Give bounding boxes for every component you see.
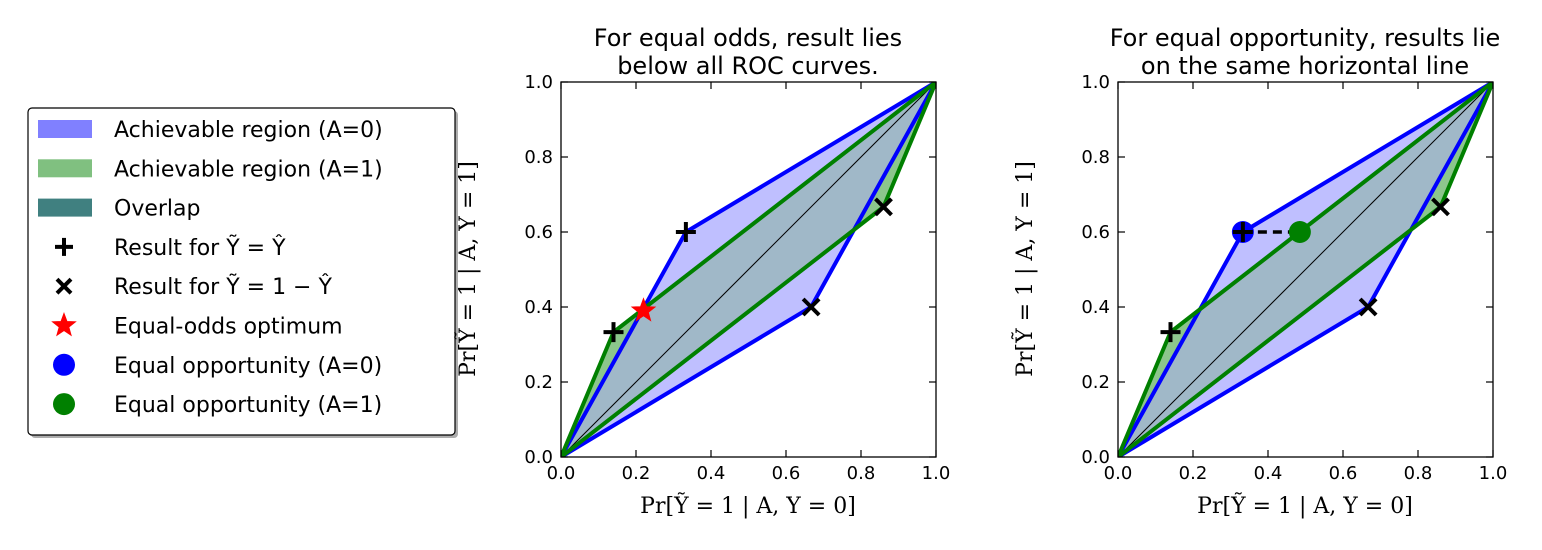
y-tick-label: 1.0	[524, 72, 553, 93]
legend-dot-icon	[53, 353, 75, 376]
legend-cross-icon	[55, 277, 73, 295]
diagonal-line	[561, 82, 936, 457]
y-axis-label: Pr[Ỹ = 1 | A, Y = 1]	[1010, 161, 1038, 377]
x-tick-label: 0.6	[772, 463, 801, 484]
y-tick-label: 0.2	[1081, 372, 1110, 393]
y-tick-label: 0.4	[1081, 297, 1110, 318]
markers	[1160, 197, 1450, 343]
x-tick-label: 0.2	[1179, 463, 1208, 484]
cross-marker	[1431, 197, 1450, 217]
legend-swatch	[38, 120, 92, 138]
diagonal-line	[1118, 82, 1493, 457]
x-axis-label: Pr[Ỹ = 1 | A, Y = 0]	[1197, 491, 1413, 519]
x-tick-label: 0.2	[622, 463, 651, 484]
x-tick-label: 1.0	[1479, 463, 1508, 484]
x-tick-label: 0.6	[1329, 463, 1358, 484]
legend: Achievable region (A=0) Achievable region…	[27, 107, 458, 438]
y-tick-label: 0.0	[524, 447, 553, 468]
panel-equal-odds: For equal odds, result lies below all RO…	[453, 24, 950, 519]
plus-marker	[1160, 322, 1181, 343]
y-tick-label: 0.2	[524, 372, 553, 393]
legend-item: Achievable region (A=1)	[38, 157, 383, 182]
legend-label: Achievable region (A=1)	[114, 157, 383, 182]
x-tick-label: 1.0	[922, 463, 951, 484]
chart-title-line-2: on the same horizontal line	[1141, 52, 1469, 80]
legend-star-icon	[51, 312, 77, 337]
legend-label: Equal-odds optimum	[114, 315, 343, 340]
x-tick-label: 0.0	[1104, 463, 1133, 484]
x-tick-label: 0.4	[1254, 463, 1283, 484]
legend-label: Achievable region (A=0)	[114, 118, 383, 143]
roc-curve-a1	[561, 82, 936, 457]
legend-item: Achievable region (A=0)	[38, 118, 383, 143]
y-tick-label: 0.4	[524, 297, 553, 318]
star-marker	[630, 297, 657, 322]
legend-item: Equal opportunity (A=1)	[53, 393, 382, 418]
plus-marker	[603, 322, 624, 343]
cross-marker	[1358, 297, 1378, 317]
x-tick-label: 0.4	[697, 463, 726, 484]
legend-swatch	[38, 198, 92, 217]
y-tick-label: 0.6	[1081, 222, 1110, 243]
x-tick-label: 0.8	[847, 463, 876, 484]
plus-marker	[1232, 222, 1253, 242]
legend-item: Result for Ỹ = Ŷ	[55, 234, 286, 261]
legend-label: Overlap	[114, 197, 200, 222]
chart-title-line-1: For equal odds, result lies	[594, 24, 902, 52]
roc-curve-a1	[1118, 82, 1493, 457]
legend-item: Equal opportunity (A=0)	[53, 353, 382, 379]
legend-item: Overlap	[38, 197, 200, 222]
x-axis-label: Pr[Ỹ = 1 | A, Y = 0]	[640, 491, 856, 519]
chart-title-line-2: below all ROC curves.	[617, 52, 879, 80]
x-tick-label: 0.0	[547, 463, 576, 484]
y-axis-label: Pr[Ỹ = 1 | A, Y = 1]	[453, 161, 481, 377]
legend-dot-icon	[53, 393, 75, 416]
x-tick-label: 0.8	[1404, 463, 1433, 484]
markers	[603, 197, 893, 343]
legend-label: Result for Ỹ = 1 − Ŷ	[114, 273, 332, 300]
legend-item: Equal-odds optimum	[51, 312, 343, 340]
y-tick-label: 0.6	[524, 222, 553, 243]
plot-frame	[1117, 81, 1494, 458]
plot-frame	[560, 81, 937, 458]
y-tick-label: 0.8	[524, 147, 553, 168]
cross-marker	[874, 197, 893, 217]
y-tick-label: 0.0	[1081, 447, 1110, 468]
y-tick-label: 1.0	[1081, 72, 1110, 93]
cross-marker	[801, 297, 821, 317]
y-tick-label: 0.8	[1081, 147, 1110, 168]
legend-item: Result for Ỹ = 1 − Ŷ	[55, 273, 332, 300]
legend-plus-icon	[55, 237, 73, 256]
legend-swatch	[38, 159, 92, 178]
panel-equal-opportunity: For equal opportunity, results lie on th…	[1010, 24, 1507, 519]
equal-opportunity-point	[1288, 221, 1311, 243]
legend-label: Equal opportunity (A=1)	[114, 393, 382, 418]
legend-label: Result for Ỹ = Ŷ	[114, 234, 286, 261]
legend-label: Equal opportunity (A=0)	[114, 354, 382, 379]
chart-title-line-1: For equal opportunity, results lie	[1110, 24, 1501, 52]
plus-marker	[675, 222, 696, 242]
